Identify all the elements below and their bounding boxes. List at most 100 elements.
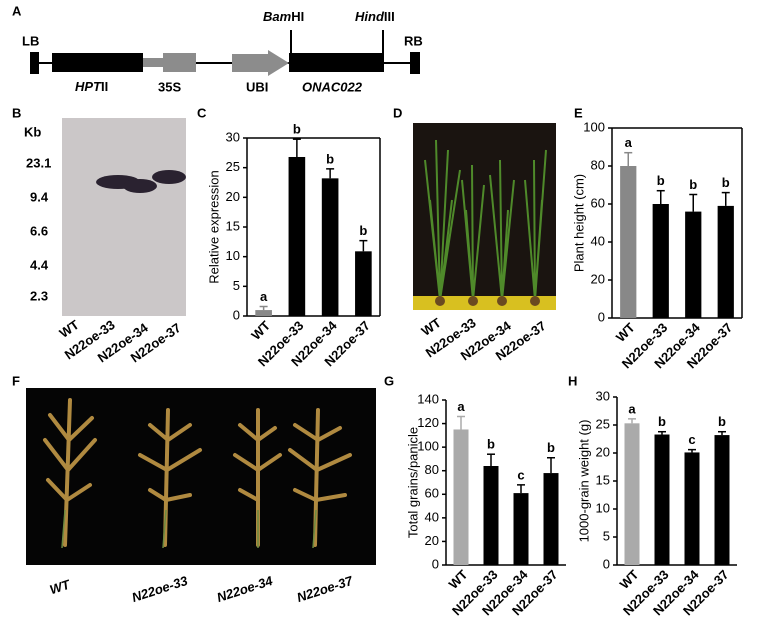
panicle-photo	[26, 388, 376, 565]
y-tick-label: 30	[226, 129, 240, 144]
x-tick-label: WT	[617, 567, 642, 592]
significance-letter: b	[547, 440, 555, 455]
bar	[717, 205, 734, 318]
gene-label: HPTII	[75, 79, 108, 94]
significance-letter: b	[658, 414, 666, 429]
y-tick-label: 100	[417, 439, 439, 454]
y-tick-label: 20	[596, 444, 610, 459]
significance-letter: b	[722, 175, 730, 190]
y-tick-label: 80	[425, 462, 439, 477]
y-axis-label: Total grains/panicle	[405, 427, 420, 538]
site-label: BamHI	[263, 9, 304, 24]
panicle-label: WT	[48, 576, 73, 597]
y-tick-label: 15	[596, 472, 610, 487]
significance-letter: b	[657, 173, 665, 188]
x-tick-label: WT	[613, 320, 638, 345]
panel-label: B	[12, 105, 21, 120]
y-axis-label: 1000-grain weight (g)	[576, 420, 591, 543]
blot-unit: Kb	[24, 124, 41, 139]
panel-label: D	[393, 105, 402, 120]
bar	[355, 251, 372, 316]
bar	[714, 435, 730, 565]
y-tick-label: 30	[596, 388, 610, 403]
y-tick-label: 5	[233, 278, 240, 293]
y-axis-label: Plant height (cm)	[571, 174, 586, 272]
blot-marker: 9.4	[30, 189, 49, 204]
panel-label: C	[197, 105, 207, 120]
y-tick-label: 5	[603, 528, 610, 543]
panicle-label: N22oe-33	[130, 573, 190, 605]
bar	[255, 310, 272, 316]
y-tick-label: 0	[603, 556, 610, 571]
bar	[620, 166, 637, 318]
lane-label: WT	[57, 317, 82, 341]
y-axis-label: Relative expression	[206, 170, 221, 283]
significance-letter: b	[293, 122, 301, 137]
y-tick-label: 40	[425, 509, 439, 524]
y-tick-label: 20	[425, 533, 439, 548]
panel-label: F	[12, 373, 20, 388]
site-suffix: III	[384, 9, 395, 24]
bar	[624, 423, 640, 565]
site-italic: Bam	[263, 9, 292, 24]
y-tick-label: 10	[596, 500, 610, 515]
panel-label: E	[574, 105, 583, 120]
y-tick-label: 80	[591, 157, 605, 172]
bar	[685, 211, 702, 318]
panicle-label: N22oe-37	[295, 573, 355, 605]
bar	[453, 429, 469, 565]
bar	[321, 178, 339, 316]
site-suffix: HI	[291, 9, 304, 24]
x-tick-label: WT	[248, 318, 273, 343]
y-tick-label: 0	[598, 309, 605, 324]
right-border: RB	[404, 33, 423, 48]
y-tick-label: 25	[226, 159, 240, 174]
significance-letter: c	[688, 432, 695, 447]
blot-marker: 6.6	[30, 223, 48, 238]
y-tick-label: 140	[417, 391, 439, 406]
y-tick-label: 60	[591, 195, 605, 210]
significance-letter: b	[359, 223, 367, 238]
significance-letter: a	[628, 401, 636, 416]
significance-letter: b	[487, 437, 495, 452]
bar	[652, 204, 669, 318]
blot-bands	[96, 170, 186, 193]
bar	[483, 466, 499, 565]
site-italic: Hind	[355, 9, 385, 24]
significance-letter: a	[625, 135, 633, 150]
y-tick-label: 10	[226, 248, 240, 263]
blot-marker: 2.3	[30, 288, 48, 303]
y-tick-label: 0	[233, 307, 240, 322]
y-tick-label: 60	[425, 486, 439, 501]
significance-letter: b	[326, 151, 334, 166]
significance-letter: b	[718, 414, 726, 429]
significance-letter: a	[457, 399, 465, 414]
bar	[513, 493, 529, 565]
gene-label: ONAC022	[302, 79, 363, 94]
left-border: LB	[22, 33, 39, 48]
y-tick-label: 40	[591, 233, 605, 248]
y-tick-label: 20	[591, 271, 605, 286]
gene-suffix: II	[101, 79, 108, 94]
promoter-label: UBI	[246, 79, 268, 94]
construct-diagram	[30, 30, 420, 76]
y-tick-label: 100	[583, 119, 605, 134]
promoter-label: 35S	[158, 79, 181, 94]
significance-letter: c	[517, 467, 524, 482]
panel-label: A	[12, 3, 22, 18]
bar	[684, 452, 700, 565]
y-tick-label: 20	[226, 189, 240, 204]
y-tick-label: 15	[226, 218, 240, 233]
blot-marker: 4.4	[30, 257, 49, 272]
significance-letter: b	[689, 177, 697, 192]
bar	[543, 473, 559, 565]
site-label: HindIII	[355, 9, 395, 24]
y-tick-label: 120	[417, 415, 439, 430]
plant-photo	[413, 123, 556, 310]
y-tick-label: 0	[432, 556, 439, 571]
significance-letter: a	[260, 289, 268, 304]
gene-italic: HPT	[75, 79, 102, 94]
panicle-label: N22oe-34	[215, 573, 275, 605]
panel-label: H	[568, 373, 577, 388]
